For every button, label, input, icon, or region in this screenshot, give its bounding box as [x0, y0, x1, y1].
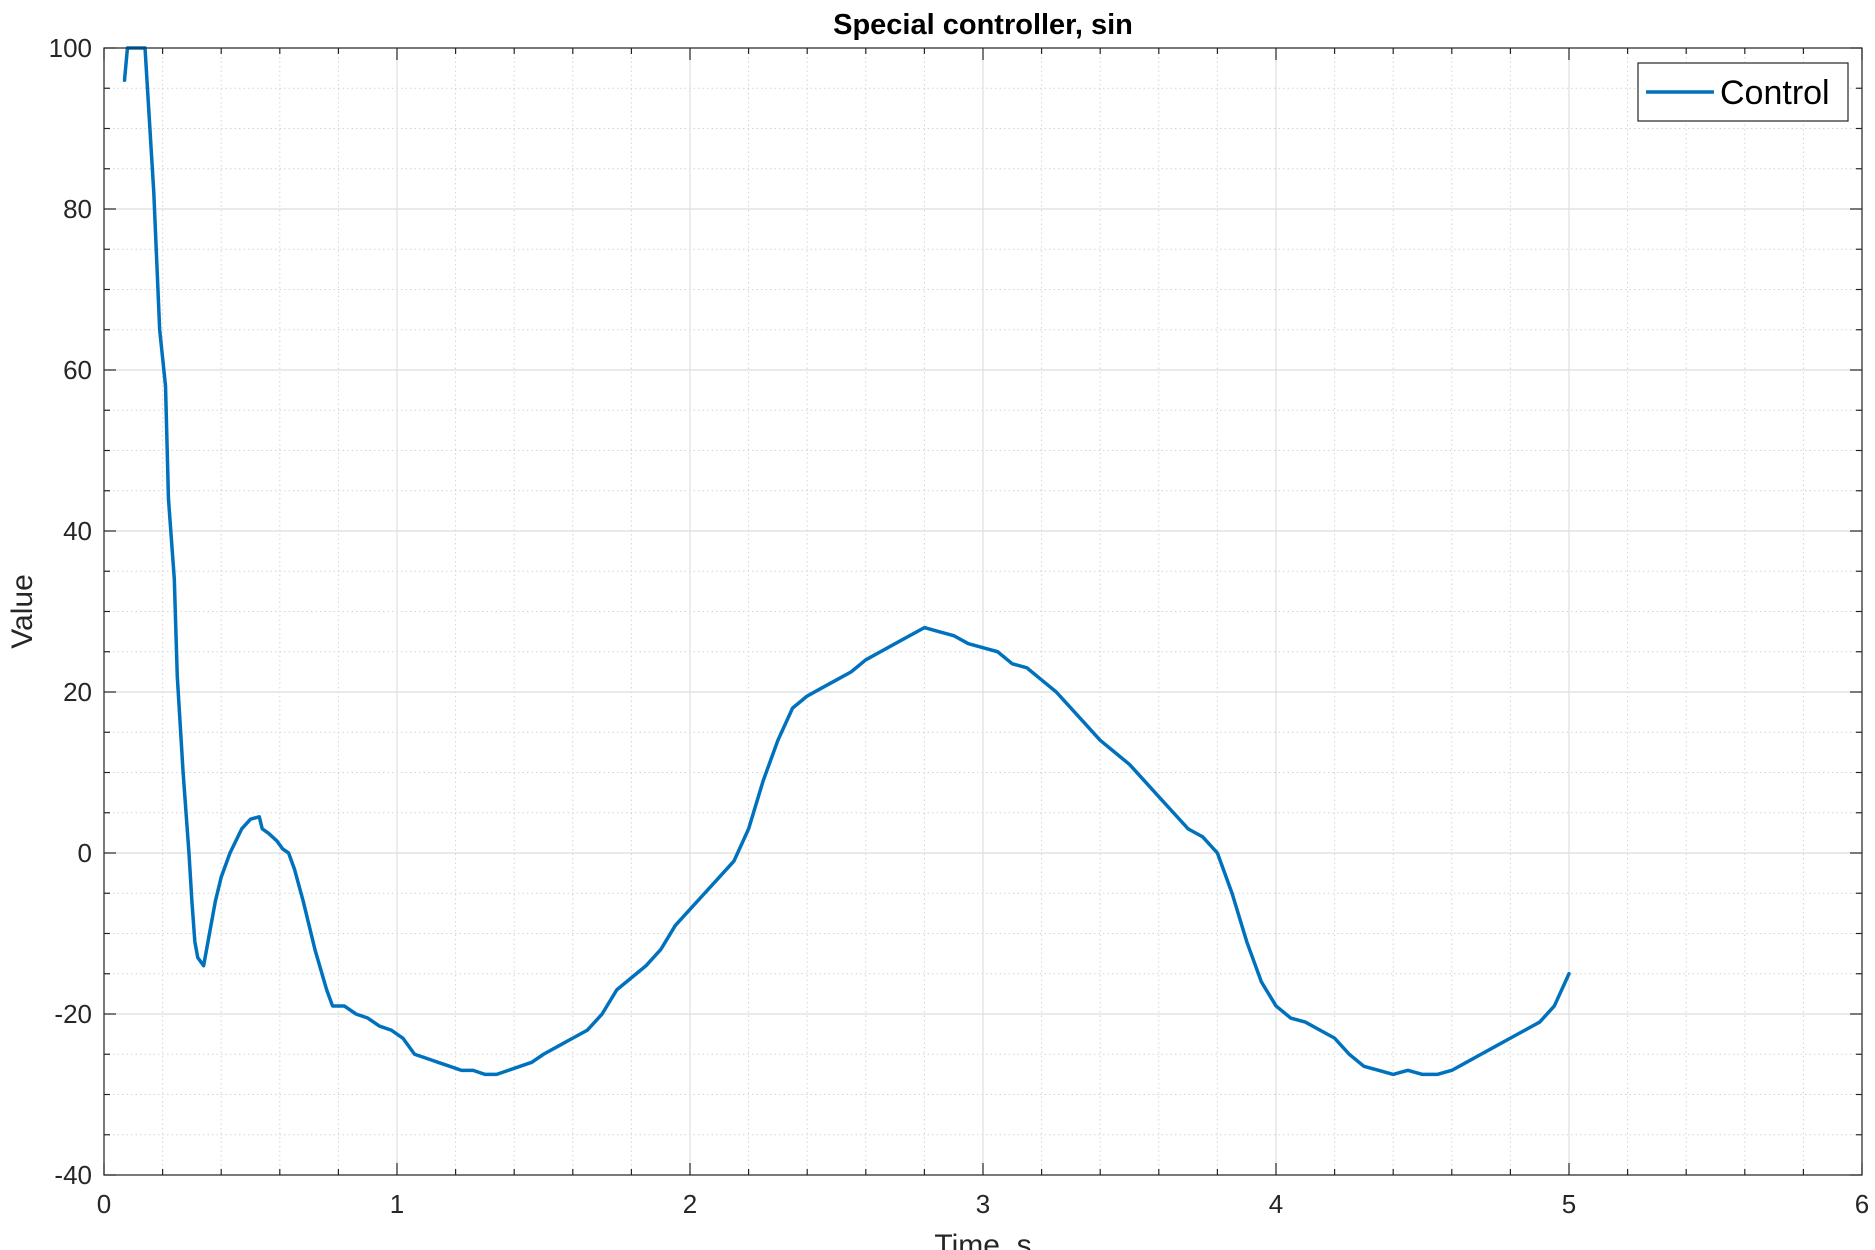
axis-ticks: [103, 47, 1863, 1176]
x-tick-label: 1: [390, 1189, 404, 1219]
y-tick-labels: -40 -20 0 20 40 60 80 100: [49, 33, 92, 1190]
chart-title: Special controller, sin: [833, 9, 1133, 41]
y-tick-label: 100: [49, 33, 92, 63]
x-tick-label: 3: [976, 1189, 990, 1219]
series-line-control: [122, 46, 1571, 1077]
x-tick-label: 0: [97, 1189, 111, 1219]
y-tick-label: -20: [54, 999, 92, 1029]
y-tick-label: 60: [63, 355, 92, 385]
y-tick-label: -40: [54, 1160, 92, 1190]
legend-label-control: Control: [1720, 74, 1830, 112]
x-axis-title: Time, s: [934, 1229, 1031, 1250]
series-layer: [122, 46, 1571, 1077]
y-tick-label: 20: [63, 677, 92, 707]
y-tick-label: 40: [63, 516, 92, 546]
y-axis-title: Value: [6, 574, 39, 649]
x-tick-label: 4: [1269, 1189, 1283, 1219]
legend: Control: [1637, 62, 1849, 122]
x-tick-label: 2: [683, 1189, 697, 1219]
y-tick-label: 0: [78, 838, 92, 868]
y-tick-label: 80: [63, 194, 92, 224]
x-tick-label: 6: [1855, 1189, 1869, 1219]
x-tick-label: 5: [1562, 1189, 1576, 1219]
x-tick-labels: 0 1 2 3 4 5 6: [97, 1189, 1869, 1219]
